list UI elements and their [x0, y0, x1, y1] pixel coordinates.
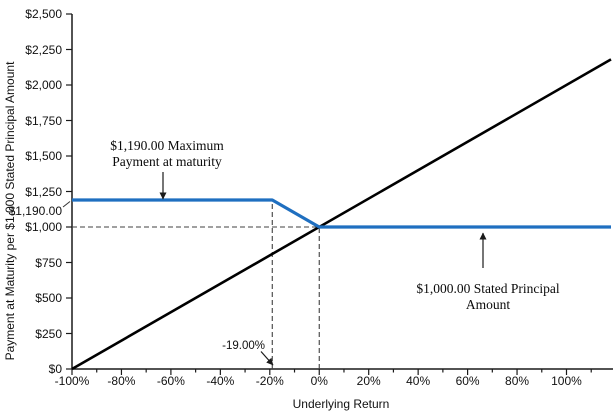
max-payment-annotation-line1: $1,190.00 Maximum	[110, 138, 224, 153]
cap-return-label: -19.00%	[222, 340, 265, 352]
special-label-connector-line	[62, 201, 71, 208]
max-payment-annotation: $1,190.00 Maximum Payment at maturity	[67, 138, 267, 170]
underlying-return-reference-line	[71, 58, 612, 371]
max-payment-annotation-line2: Payment at maturity	[112, 154, 222, 169]
stated-principal-annotation: $1,000.00 Stated Principal Amount	[388, 281, 588, 313]
cap-return-arrow-icon	[260, 351, 274, 366]
stated-principal-annotation-line1: $1,000.00 Stated Principal	[416, 281, 560, 296]
y-axis-special-label-1190: $1,190.00	[8, 204, 62, 218]
x-axis-title: Underlying Return	[292, 397, 390, 411]
payment-at-maturity-line	[72, 198, 611, 229]
stated-principal-annotation-line2: Amount	[465, 297, 511, 312]
